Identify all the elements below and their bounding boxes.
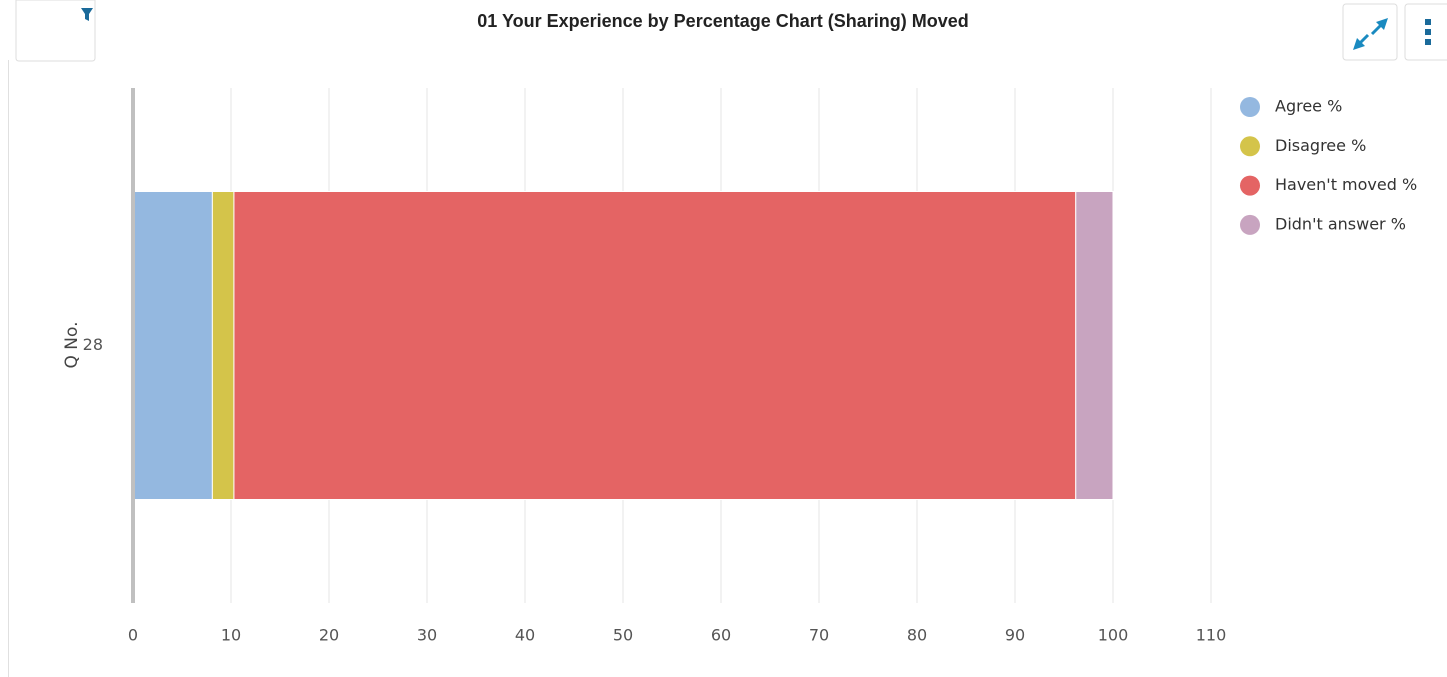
legend-marker [1240, 214, 1260, 235]
x-tick-label: 90 [1005, 626, 1025, 645]
menu-button[interactable] [1404, 3, 1447, 61]
x-tick-label: 30 [417, 626, 437, 645]
x-tick-label: 0 [128, 626, 138, 645]
bar-segment [1075, 191, 1114, 500]
chart-title: 01 Your Experience by Percentage Chart (… [477, 11, 968, 31]
legend-marker [1240, 97, 1260, 117]
x-tick-label: 50 [613, 626, 633, 645]
bar-segment [132, 191, 213, 500]
bar-segment [211, 191, 235, 500]
legend-label: Agree % [1275, 97, 1342, 116]
x-tick-label: 80 [907, 626, 927, 645]
x-tick-label: 70 [809, 626, 829, 645]
filter-button[interactable] [15, 0, 96, 62]
bar-segment [233, 191, 1077, 500]
legend-marker [1240, 136, 1260, 157]
expand-button[interactable] [1342, 3, 1398, 61]
y-tick-label: 28 [83, 335, 103, 354]
legend-label: Disagree % [1275, 136, 1366, 155]
x-tick-label: 110 [1196, 626, 1227, 645]
x-tick-label: 10 [221, 626, 241, 645]
y-axis-label: Q No. [62, 321, 82, 368]
legend-label: Haven't moved % [1275, 175, 1417, 194]
x-tick-label: 20 [319, 626, 339, 645]
legend-label: Didn't answer % [1275, 214, 1406, 233]
x-tick-label: 100 [1098, 626, 1129, 645]
x-tick-label: 40 [515, 626, 535, 645]
x-tick-label: 60 [711, 626, 731, 645]
legend-marker [1240, 175, 1260, 196]
